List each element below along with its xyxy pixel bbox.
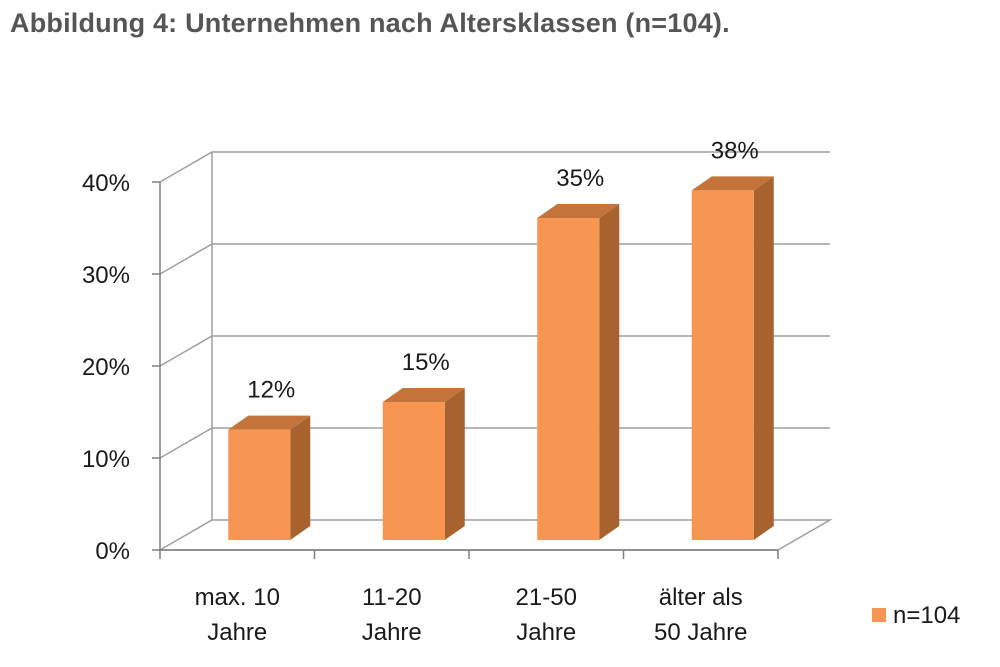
y-tick-label: 10%: [82, 446, 130, 473]
category-label-line: älter als: [659, 584, 743, 611]
bar-top: [691, 176, 774, 191]
category-label-line: 11-20: [362, 584, 422, 611]
category-label: älter als 50 Jahre: [654, 584, 747, 646]
y-tick-label: 0%: [95, 538, 130, 565]
y-tick-label: 30%: [82, 262, 130, 289]
bar-top: [537, 204, 620, 218]
bar-top: [382, 388, 465, 402]
bar: [691, 176, 774, 540]
category-label: 21-50 Jahre: [516, 584, 577, 646]
category-label: max. 10 Jahre: [195, 584, 280, 646]
legend: n=104: [872, 602, 960, 629]
data-labels: 12% 15% 35% 38%: [247, 137, 759, 403]
bar-front: [228, 429, 291, 540]
bar: [537, 204, 620, 540]
bar-side: [753, 176, 774, 540]
data-label: 38%: [711, 137, 759, 164]
gridline: [159, 151, 830, 183]
category-label-line: Jahre: [207, 619, 267, 646]
bar-side: [599, 204, 620, 540]
data-label: 15%: [402, 349, 450, 376]
bar-side: [290, 415, 311, 540]
bar-top: [228, 415, 311, 430]
category-label-line: Jahre: [516, 619, 576, 646]
y-tick-label: 40%: [82, 170, 130, 197]
gridline: [159, 335, 830, 367]
chart-axes: [152, 181, 779, 559]
data-label: 12%: [247, 377, 295, 404]
category-label-line: 50 Jahre: [654, 619, 747, 646]
bar-side: [444, 388, 465, 540]
bar: [382, 388, 465, 540]
legend-swatch: [872, 608, 886, 622]
chart-bars: [228, 176, 774, 540]
gridline: [159, 427, 830, 459]
gridline: [159, 243, 830, 275]
category-label-line: max. 10: [195, 584, 280, 611]
y-tick-label: 20%: [82, 354, 130, 381]
category-label: 11-20 Jahre: [362, 584, 422, 646]
bar-front: [382, 402, 445, 540]
data-label: 35%: [556, 165, 604, 192]
bar-front: [537, 218, 600, 540]
category-label-line: Jahre: [362, 619, 422, 646]
y-tick-labels: 0% 10% 20% 30% 40%: [82, 170, 130, 565]
figure-title: Abbildung 4: Unternehmen nach Altersklas…: [10, 8, 730, 38]
chart-gridlines: [159, 151, 830, 459]
category-label-line: 21-50: [516, 584, 577, 611]
bar-front: [691, 190, 754, 540]
legend-label: n=104: [893, 602, 960, 629]
category-labels: max. 10 Jahre 11-20 Jahre 21-50 Jahre älter al…: [195, 584, 748, 646]
bar: [228, 415, 311, 540]
